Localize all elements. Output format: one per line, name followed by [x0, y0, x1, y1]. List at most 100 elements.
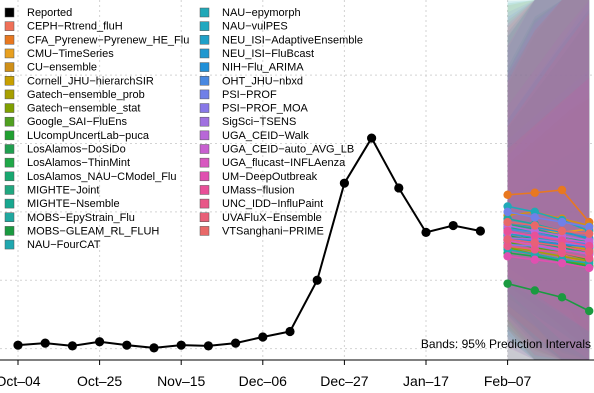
legend-swatch — [200, 226, 209, 235]
forecast-point — [558, 259, 566, 267]
legend-swatch — [200, 213, 209, 222]
reported-point — [177, 341, 186, 350]
legend-label: Gatech−ensemble_stat — [27, 103, 140, 115]
legend-label: LosAlamos−ThinMint — [27, 157, 130, 169]
forecast-point — [585, 307, 593, 315]
legend-label: CMU−TimeSeries — [27, 48, 114, 60]
reported-point — [421, 228, 430, 237]
legend-label: UNC_IDD−InfluPaint — [222, 198, 323, 210]
legend-label: UVAFluX−Ensemble — [222, 212, 322, 224]
legend-swatch — [5, 185, 14, 194]
legend-label: NAU−FourCAT — [27, 239, 101, 251]
reported-point — [95, 337, 104, 346]
forecast-point — [503, 235, 511, 243]
legend-swatch — [200, 172, 209, 181]
forecast-point — [531, 189, 539, 197]
legend-label: MIGHTE−Joint — [27, 184, 99, 196]
legend-swatch — [5, 240, 14, 249]
legend-label: OHT_JHU−nbxd — [222, 75, 303, 87]
legend-label: Gatech−ensemble_prob — [27, 89, 145, 101]
legend-swatch — [200, 117, 209, 126]
legend-label: NIH−Flu_ARIMA — [222, 62, 304, 74]
legend-label: SigSci−TSENS — [222, 116, 296, 128]
reported-point — [68, 341, 77, 350]
legend-label: VTSanghani−PRIME — [222, 225, 324, 237]
reported-point — [122, 341, 131, 350]
legend-label: UGA_CEID−Walk — [222, 130, 309, 142]
reported-point — [313, 276, 322, 285]
legend-swatch — [200, 49, 209, 58]
legend-swatch — [200, 185, 209, 194]
reported-point — [13, 341, 22, 350]
legend-swatch — [200, 158, 209, 167]
legend-label: LosAlamos−DoSiDo — [27, 144, 126, 156]
forecast-point — [503, 227, 511, 235]
legend-swatch — [5, 22, 14, 31]
legend-swatch — [200, 63, 209, 72]
legend-label: Cornell_JHU−hierarchSIR — [27, 75, 154, 87]
legend-label: CFA_Pyrenew−Pyrenew_HE_Flu — [27, 34, 189, 46]
reported-point — [285, 327, 294, 336]
legend-label: Google_SAI−FluEns — [27, 116, 127, 128]
legend-swatch — [5, 49, 14, 58]
legend-swatch — [5, 35, 14, 44]
legend-label: UGA_CEID−auto_AVG_LB — [222, 144, 354, 156]
legend-swatch — [5, 226, 14, 235]
x-axis: Oct–04 Oct–25 Nov–15 Dec–06 Dec–27 Jan–17 Feb–… — [0, 360, 594, 389]
legend-label: NAU−epymorph — [222, 7, 301, 19]
forecast-point — [531, 238, 539, 246]
legend-label: NEU_ISI−FluBcast — [222, 48, 314, 60]
legend-swatch — [5, 158, 14, 167]
reported-point — [449, 221, 458, 230]
x-tick-label: Jan–17 — [403, 373, 449, 389]
reported-point — [394, 183, 403, 192]
x-tick-label: Oct–25 — [77, 373, 122, 389]
legend-label: CU−ensemble — [27, 62, 97, 74]
forecast-point — [531, 256, 539, 264]
reported-point — [340, 179, 349, 188]
x-tick-label: Oct–04 — [0, 373, 41, 389]
legend-label: MIGHTE−Nsemble — [27, 198, 120, 210]
legend-label: LUcompUncertLab−puca — [27, 130, 150, 142]
legend-swatch — [5, 76, 14, 85]
legend-swatch — [200, 8, 209, 17]
reported-point — [149, 343, 158, 352]
legend-label: Reported — [27, 7, 72, 19]
forecast-point — [558, 218, 566, 226]
reported-point — [367, 133, 376, 142]
legend-swatch — [5, 90, 14, 99]
legend-label: PSI−PROF_MOA — [222, 103, 309, 115]
x-tick-label: Dec–27 — [320, 373, 368, 389]
forecast-point — [585, 230, 593, 238]
bands-annotation: Bands: 95% Prediction Intervals — [421, 337, 591, 351]
interval-band — [508, 0, 590, 360]
legend-swatch — [200, 22, 209, 31]
forecast-point — [558, 242, 566, 250]
legend-swatch — [200, 145, 209, 154]
legend-label: UMass−flusion — [222, 184, 294, 196]
legend-swatch — [200, 104, 209, 113]
legend-swatch — [5, 213, 14, 222]
x-tick-label: Feb–07 — [484, 373, 532, 389]
reported-point — [231, 339, 240, 348]
x-tick-label: Dec–06 — [239, 373, 287, 389]
forecast-point — [558, 293, 566, 301]
legend-swatch — [5, 131, 14, 140]
forecast-point — [585, 247, 593, 255]
legend-label: NEU_ISI−AdaptiveEnsemble — [222, 34, 363, 46]
forecast-point — [531, 213, 539, 221]
legend-swatch — [5, 199, 14, 208]
legend-label: MOBS−EpyStrain_Flu — [27, 212, 135, 224]
legend-label: LosAlamos_NAU−CModel_Flu — [27, 171, 176, 183]
prediction-interval-bands — [508, 0, 590, 360]
legend: ReportedCEPH−Rtrend_fluHCFA_Pyrenew−Pyre… — [5, 7, 363, 251]
reported-point — [204, 341, 213, 350]
legend-swatch — [5, 63, 14, 72]
legend-swatch — [5, 145, 14, 154]
forecast-point — [558, 227, 566, 235]
x-tick-label: Nov–15 — [157, 373, 205, 389]
legend-label: PSI−PROF — [222, 89, 277, 101]
legend-label: MOBS−GLEAM_RL_FLUH — [27, 225, 159, 237]
legend-swatch — [200, 90, 209, 99]
